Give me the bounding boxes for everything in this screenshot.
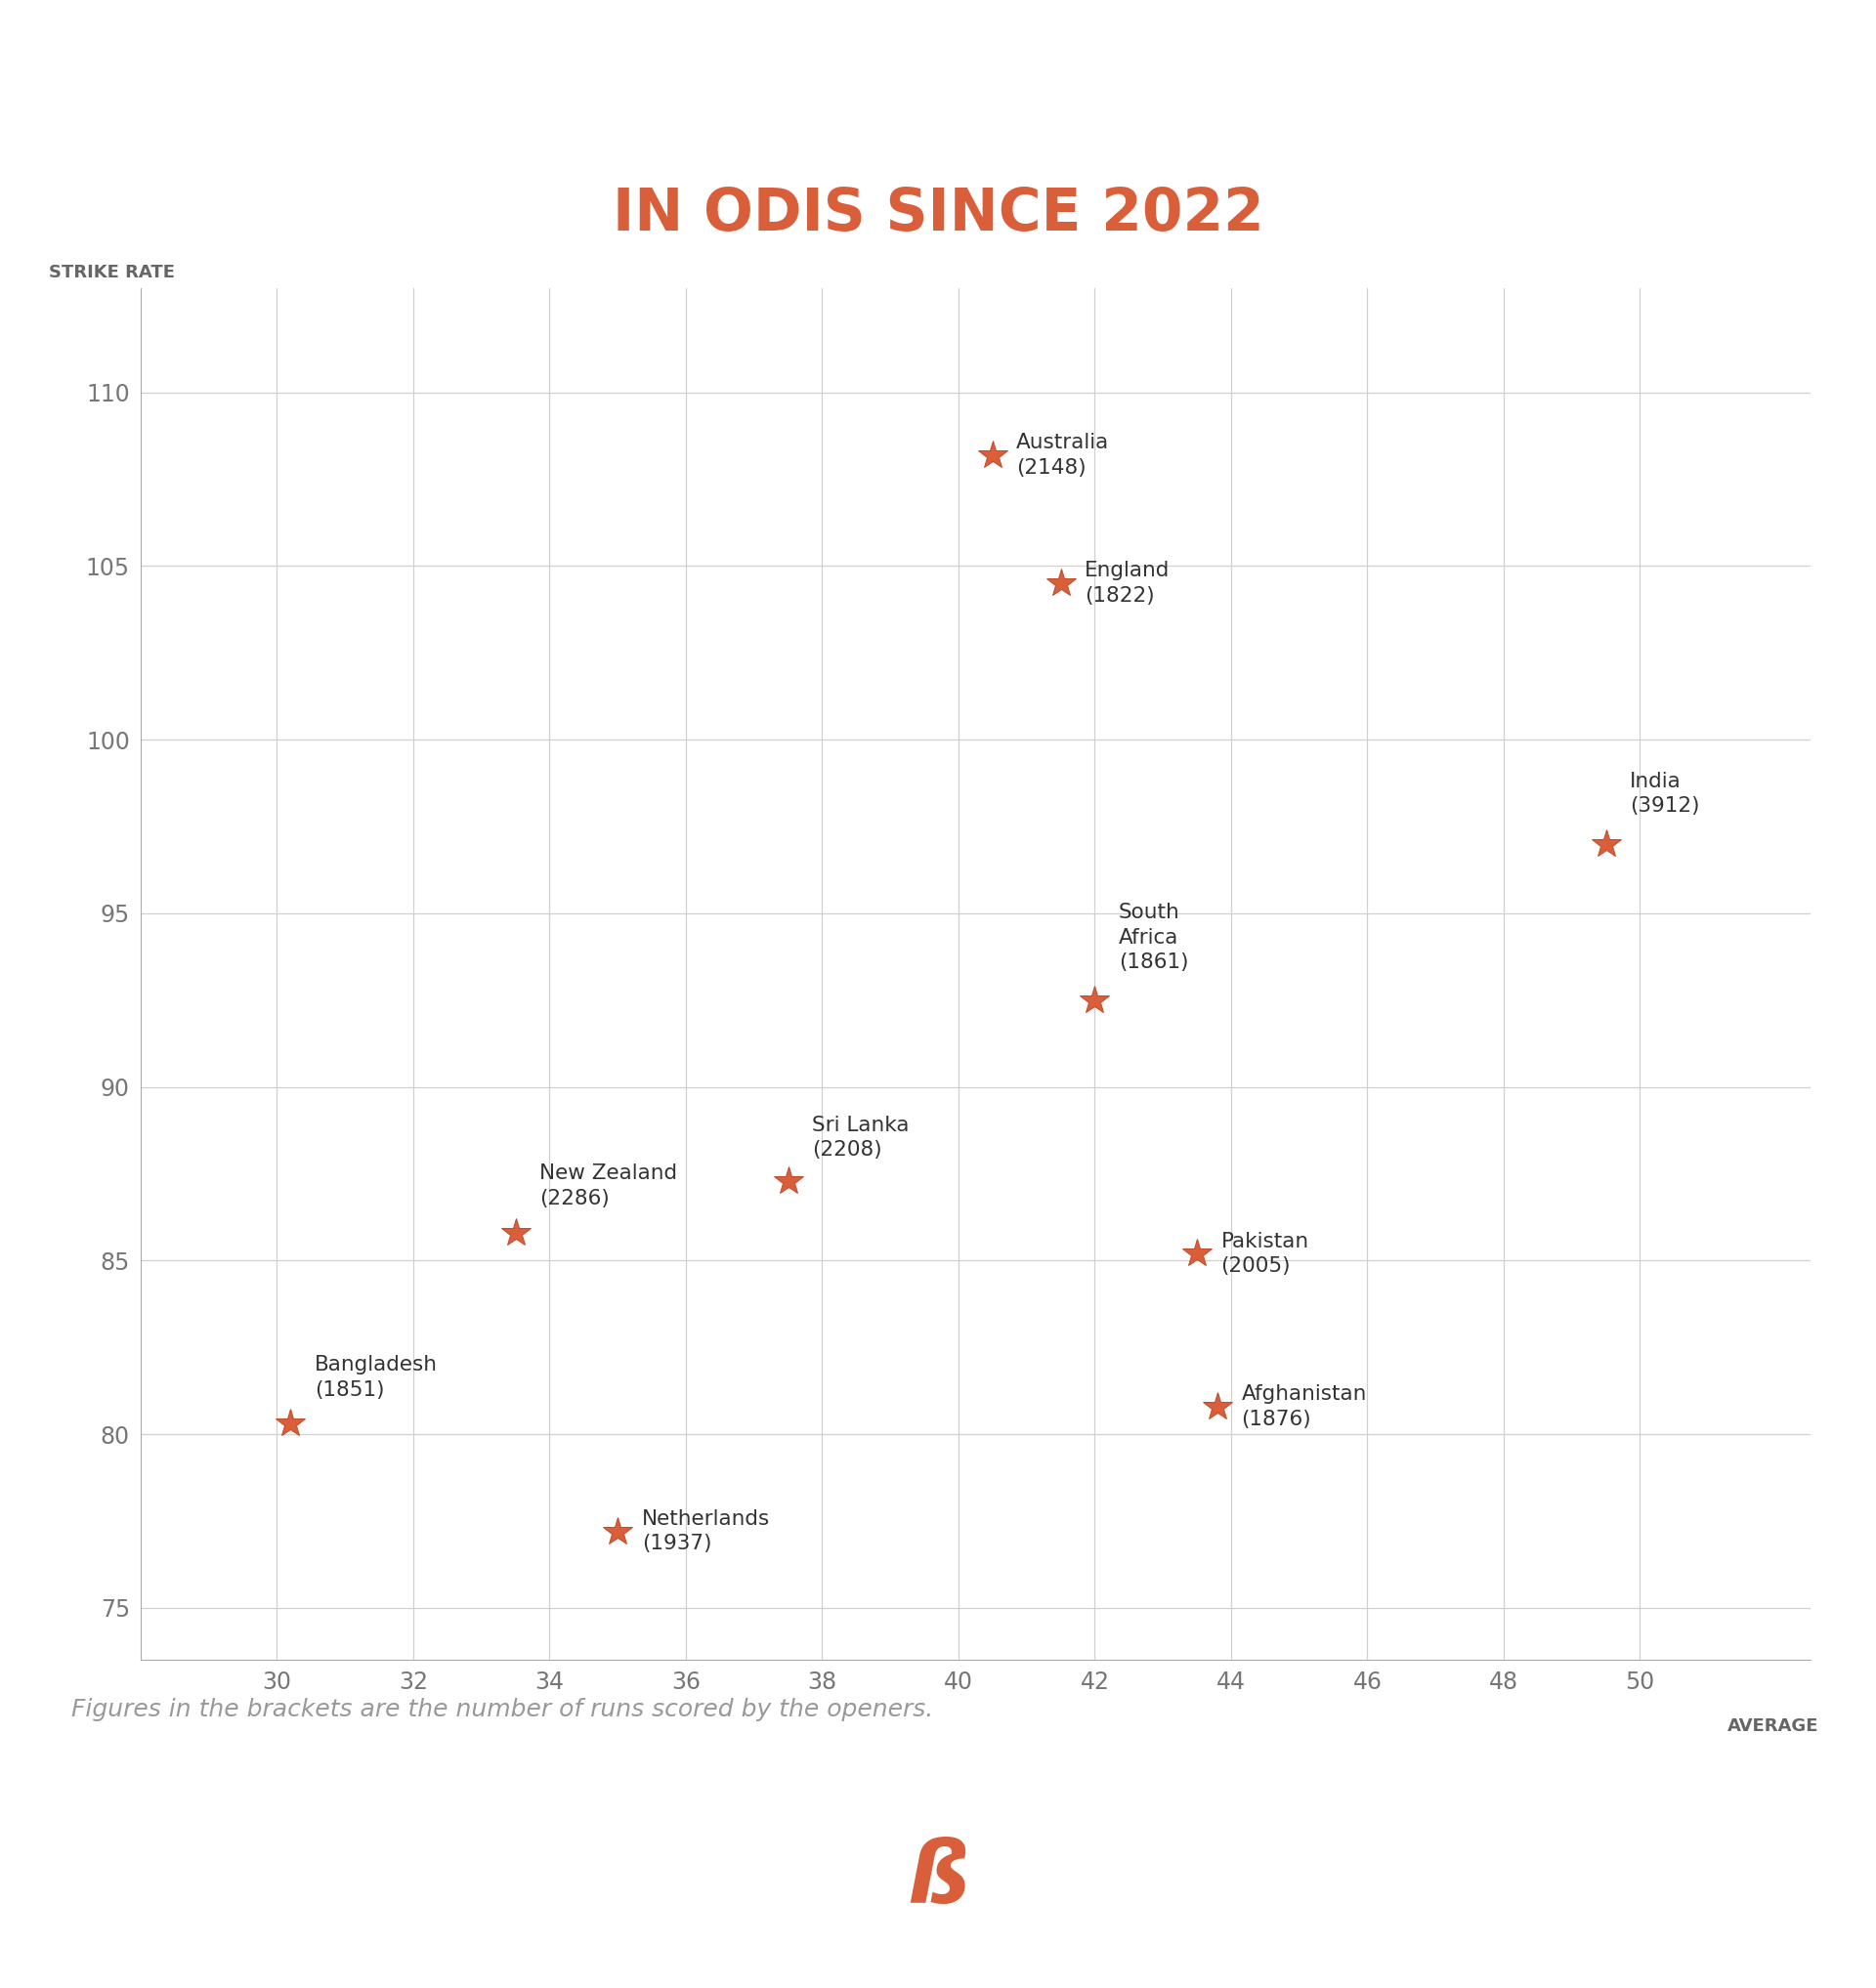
Text: SPORTS: SPORTS xyxy=(553,1837,938,1920)
Text: South
Africa
(1861): South Africa (1861) xyxy=(1118,903,1189,972)
Text: OPENING BATTERS AVERAGE & STRIKE RATE: OPENING BATTERS AVERAGE & STRIKE RATE xyxy=(0,50,1876,123)
Text: New Zealand
(2286): New Zealand (2286) xyxy=(540,1165,677,1209)
Text: AVERAGE: AVERAGE xyxy=(1728,1718,1818,1736)
Text: STRIKE RATE: STRIKE RATE xyxy=(49,264,174,282)
Text: BOOM: BOOM xyxy=(938,1837,1238,1920)
Text: Figures in the brackets are the number of runs scored by the openers.: Figures in the brackets are the number o… xyxy=(71,1698,934,1722)
Text: Bangladesh
(1851): Bangladesh (1851) xyxy=(315,1356,437,1400)
Text: Afghanistan
(1876): Afghanistan (1876) xyxy=(1242,1384,1368,1429)
Text: Pakistan
(2005): Pakistan (2005) xyxy=(1221,1231,1309,1276)
Text: India
(3912): India (3912) xyxy=(1630,771,1700,817)
Text: ß: ß xyxy=(906,1837,970,1920)
Text: Netherlands
(1937): Netherlands (1937) xyxy=(642,1509,769,1555)
Text: Australia
(2148): Australia (2148) xyxy=(1017,433,1109,477)
Text: Sri Lanka
(2208): Sri Lanka (2208) xyxy=(812,1115,910,1159)
Text: England
(1822): England (1822) xyxy=(1084,561,1171,606)
Text: IN ODIS SINCE 2022: IN ODIS SINCE 2022 xyxy=(612,187,1264,243)
